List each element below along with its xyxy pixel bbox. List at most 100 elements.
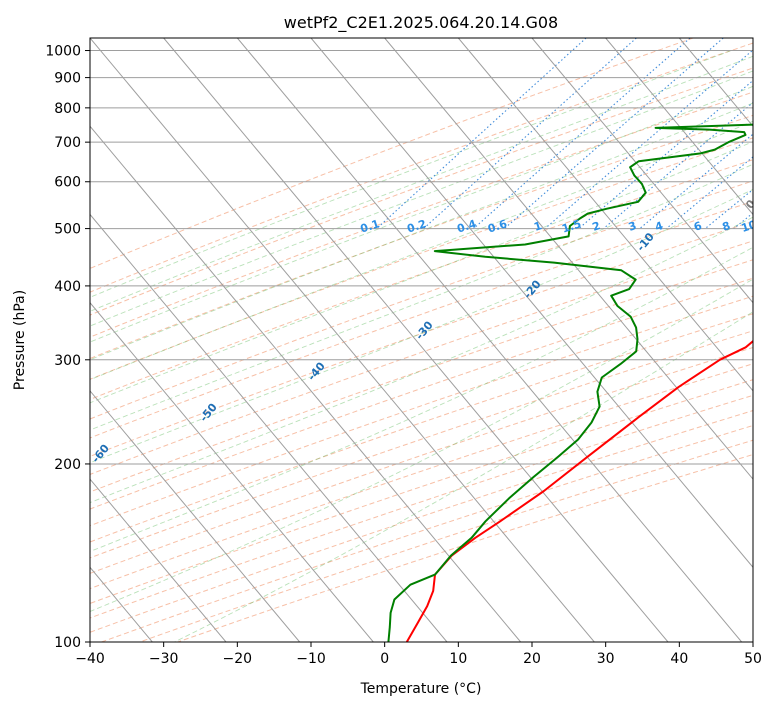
moist-adiabat bbox=[90, 55, 753, 312]
y-tick-label: 700 bbox=[54, 135, 81, 151]
dry-adiabat bbox=[90, 200, 753, 439]
moist-adiabat bbox=[90, 216, 753, 504]
y-axis: 100 200 300 400 500 600 700 800 900 1000 bbox=[45, 44, 90, 651]
moist-adiabat bbox=[90, 163, 753, 431]
dry-adiabat bbox=[90, 330, 753, 559]
isotherm bbox=[90, 125, 522, 642]
line-annotations: -100-90-80-70-60-50-40-30-20-10010203040… bbox=[0, 197, 775, 507]
y-tick-label: 500 bbox=[54, 222, 81, 238]
moist-adiabat bbox=[90, 188, 753, 464]
mixing-ratio-label: 10 bbox=[740, 218, 759, 235]
x-tick-label: 0 bbox=[380, 651, 389, 667]
x-tick-label: 50 bbox=[744, 651, 762, 667]
moist-adiabat bbox=[174, 311, 753, 642]
x-tick-label: 30 bbox=[597, 651, 615, 667]
x-tick-label: −10 bbox=[296, 651, 326, 667]
dry-adiabat bbox=[90, 313, 753, 543]
moist-adiabat bbox=[90, 70, 753, 327]
isotherm bbox=[90, 213, 448, 642]
moist-adiabat bbox=[90, 85, 753, 343]
mixing-ratio-label: 3 bbox=[627, 219, 638, 234]
mixing-ratio-line bbox=[423, 38, 637, 230]
dry-adiabat bbox=[90, 259, 753, 493]
isotherm bbox=[236, 38, 743, 642]
dry-adiabat bbox=[90, 277, 753, 510]
plot-frame bbox=[89, 37, 754, 643]
mixing-ratio-label: 2 bbox=[591, 219, 602, 234]
mixing-ratio-line bbox=[639, 133, 753, 230]
isotherm-label: -70 bbox=[0, 483, 4, 507]
moist-adiabat bbox=[90, 141, 753, 404]
isotherm bbox=[605, 38, 753, 216]
mixing-ratio-label: 0.4 bbox=[455, 217, 478, 235]
mixing-ratio-line bbox=[733, 212, 753, 230]
isotherm bbox=[752, 38, 753, 39]
dry-adiabat bbox=[90, 114, 753, 360]
mixing-ratio-line bbox=[504, 38, 724, 230]
y-axis-label: Pressure (hPa) bbox=[12, 290, 28, 390]
mixing-ratio-label: 8 bbox=[721, 219, 732, 234]
x-tick-label: 40 bbox=[670, 651, 688, 667]
moist-adiabat bbox=[90, 102, 753, 361]
profile-line bbox=[387, 123, 753, 642]
isotherm bbox=[163, 38, 669, 642]
y-tick-label: 300 bbox=[54, 353, 81, 369]
mixing-ratio-line bbox=[665, 156, 753, 230]
isotherm bbox=[90, 38, 595, 642]
y-tick-label: 400 bbox=[54, 279, 81, 295]
profile-line bbox=[405, 339, 753, 642]
dry-adiabat bbox=[90, 363, 753, 590]
isotherm-label: -50 bbox=[197, 401, 220, 425]
mixing-ratio-line bbox=[473, 38, 691, 230]
moist-adiabat bbox=[90, 120, 753, 381]
x-tick-label: 10 bbox=[449, 651, 467, 667]
isotherm-label: -40 bbox=[305, 359, 328, 383]
y-tick-label: 900 bbox=[54, 71, 81, 87]
mixing-ratio-label: 13 bbox=[767, 218, 775, 235]
mixing-ratio-label: 6 bbox=[692, 219, 704, 234]
mixing-ratio-label: 0.1 bbox=[359, 217, 382, 235]
y-tick-label: 600 bbox=[54, 175, 81, 191]
x-tick-label: −30 bbox=[149, 651, 179, 667]
profile-lines bbox=[387, 123, 753, 642]
dry-adiabat bbox=[90, 346, 753, 574]
dry-adiabat bbox=[90, 295, 753, 527]
dry-adiabat bbox=[90, 38, 694, 269]
isotherm bbox=[531, 38, 753, 304]
moist-adiabat bbox=[90, 278, 753, 612]
dry-adiabat bbox=[90, 240, 753, 475]
x-tick-label: 20 bbox=[523, 651, 541, 667]
mixing-ratio-label: 0.6 bbox=[486, 217, 509, 235]
isotherm bbox=[457, 38, 753, 392]
y-tick-label: 1000 bbox=[45, 44, 81, 60]
isotherm-label: -30 bbox=[413, 318, 436, 342]
mixing-ratio-line bbox=[578, 79, 753, 230]
dry-adiabat bbox=[90, 137, 753, 380]
mixing-ratio-label: 1 bbox=[532, 219, 543, 234]
mixing-ratio-label: 4 bbox=[653, 219, 665, 234]
y-tick-label: 200 bbox=[54, 457, 81, 473]
x-tick-label: −20 bbox=[223, 651, 253, 667]
mixing-ratio-label: 1.5 bbox=[560, 217, 583, 235]
mixing-ratio-line bbox=[757, 38, 775, 229]
moist-adiabat bbox=[90, 246, 753, 553]
isotherm-label: 0 bbox=[743, 197, 758, 211]
isotherm bbox=[0, 38, 5, 642]
dry-adiabat bbox=[90, 180, 753, 420]
x-axis: −40 −30 −20 −10 0 10 20 30 40 50 bbox=[75, 642, 762, 667]
dry-adiabat bbox=[90, 42, 753, 293]
y-tick-label: 800 bbox=[54, 101, 81, 117]
mixing-ratio-line bbox=[544, 49, 753, 230]
mixing-ratio-line bbox=[376, 38, 587, 230]
isotherm bbox=[90, 478, 227, 642]
isotherm-label: -10 bbox=[634, 230, 657, 254]
mixing-ratio-label: 0.2 bbox=[405, 217, 428, 235]
x-axis-label: Temperature (°C) bbox=[360, 681, 482, 697]
dry-adiabat bbox=[90, 159, 753, 400]
chart-title: wetPf2_C2E1.2025.064.20.14.G08 bbox=[284, 13, 558, 33]
isotherm bbox=[310, 38, 753, 569]
isotherm bbox=[90, 390, 301, 642]
isotherm bbox=[90, 301, 374, 642]
y-tick-label: 100 bbox=[54, 635, 81, 651]
